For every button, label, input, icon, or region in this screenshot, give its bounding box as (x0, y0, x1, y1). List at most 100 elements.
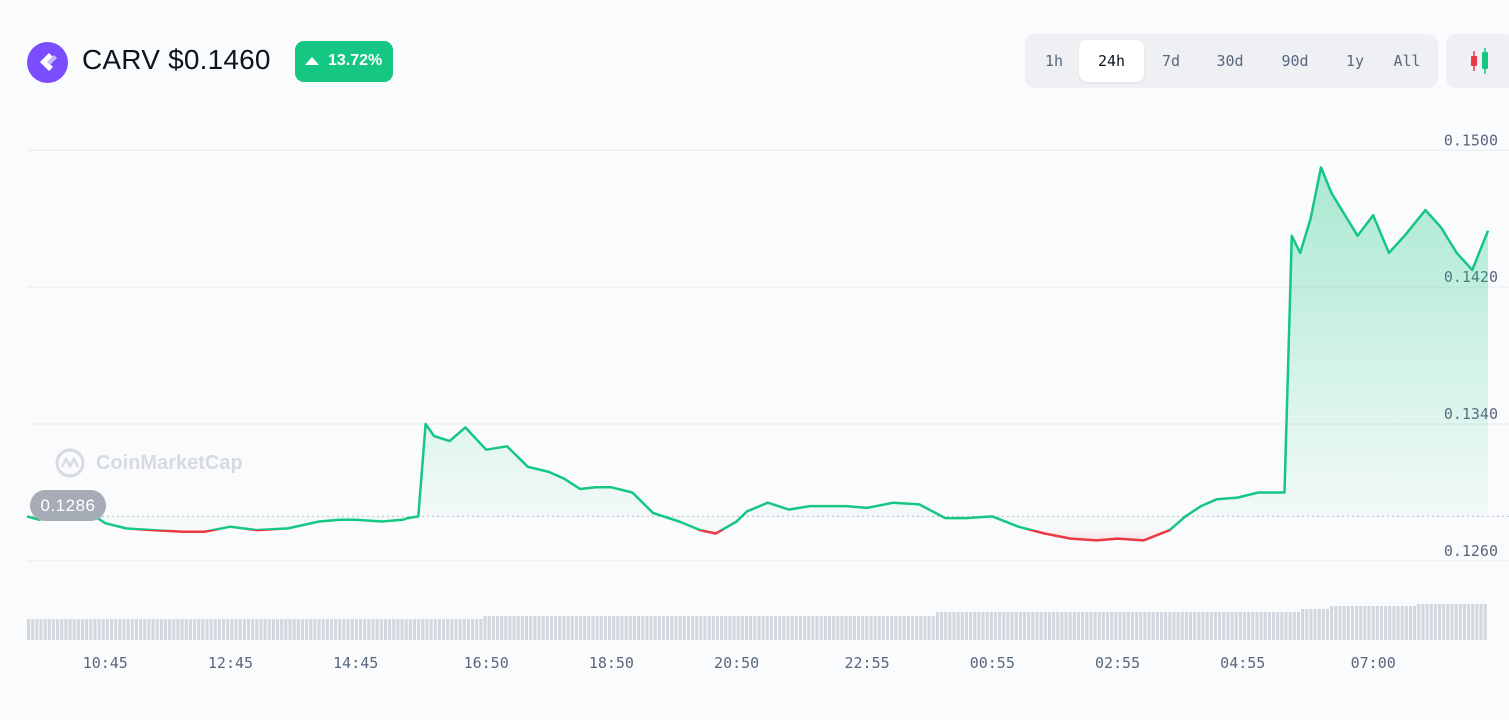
volume-bar (1475, 604, 1479, 640)
price-point (201, 529, 207, 535)
candlestick-toggle-button[interactable] (1446, 34, 1509, 88)
volume-bar (1247, 612, 1251, 640)
volume-bar (329, 619, 334, 640)
volume-bar (458, 619, 462, 640)
volume-bar (736, 616, 740, 640)
volume-bar (1417, 604, 1421, 640)
volume-bar (1280, 612, 1284, 640)
volume-bar (1251, 612, 1255, 640)
price-point (697, 527, 703, 533)
volume-bar (620, 616, 624, 640)
volume-bar (296, 619, 300, 640)
volume-bar (1309, 609, 1313, 640)
volume-bar (844, 616, 848, 640)
volume-bar (471, 619, 475, 640)
volume-bar (1321, 609, 1325, 640)
price-point (1469, 267, 1475, 273)
volume-bar (1438, 604, 1442, 640)
volume-bar (180, 619, 184, 640)
volume-bar (1371, 606, 1375, 640)
range-24h[interactable]: 24h (1079, 40, 1144, 82)
volume-bar (288, 619, 292, 640)
price-point (1289, 233, 1295, 239)
range-30d[interactable]: 30d (1216, 52, 1244, 70)
volume-bar (147, 619, 151, 640)
volume-bar (782, 616, 786, 640)
volume-bar (246, 619, 251, 640)
volume-bar (1479, 604, 1483, 640)
volume-bar (371, 619, 375, 640)
price-point (650, 510, 656, 516)
volume-bar (1126, 612, 1130, 640)
volume-bar (703, 616, 707, 640)
volume-bar (238, 619, 242, 640)
volume-bar (400, 619, 404, 640)
volume-bar (251, 619, 255, 640)
volume-bar (300, 619, 304, 640)
volume-bar (367, 619, 371, 640)
volume-bar (603, 616, 607, 640)
volume-bar (404, 619, 408, 640)
volume-bar (1288, 612, 1292, 640)
x-tick-label: 16:50 (464, 654, 509, 672)
volume-bar (487, 616, 491, 640)
price-point (102, 520, 108, 526)
volume-bar (209, 619, 213, 640)
x-tick-label: 22:55 (844, 654, 889, 672)
range-all[interactable]: All (1393, 52, 1421, 70)
volume-bar (85, 619, 89, 640)
range-90d[interactable]: 90d (1281, 52, 1309, 70)
volume-bar (1284, 612, 1288, 640)
volume-bar (134, 619, 138, 640)
volume-bar (1068, 612, 1072, 640)
range-7d[interactable]: 7d (1161, 52, 1181, 70)
volume-bar (242, 619, 246, 640)
volume-bar (595, 616, 599, 640)
volume-bar (1085, 612, 1089, 640)
volume-bar (749, 616, 753, 640)
price-point (676, 519, 682, 525)
volume-bar (803, 616, 807, 640)
price-point (1329, 190, 1335, 196)
volume-bar (1184, 612, 1188, 640)
range-1y[interactable]: 1y (1345, 52, 1365, 70)
price-point (462, 424, 468, 430)
price-point (447, 438, 453, 444)
volume-bar (877, 616, 881, 640)
volume-bar (512, 616, 516, 640)
volume-bar (226, 619, 230, 640)
volume-bar (363, 619, 367, 640)
volume-bar (429, 619, 433, 640)
volume-bar (1276, 612, 1280, 640)
volume-bar (230, 619, 234, 640)
price-point (1386, 250, 1392, 256)
volume-bar (1193, 612, 1197, 640)
volume-bar (197, 619, 201, 640)
volume-bar (1197, 612, 1201, 640)
volume-bar (931, 616, 935, 640)
x-tick-label: 04:55 (1220, 654, 1265, 672)
volume-bar (342, 619, 346, 640)
volume-bar (1400, 606, 1404, 640)
volume-bar (433, 619, 437, 640)
volume-bar (130, 619, 134, 640)
volume-bar (213, 619, 217, 640)
volume-bar (894, 616, 898, 640)
volume-bar (1355, 606, 1359, 640)
volume-bar (97, 619, 101, 640)
volume-bar (964, 612, 968, 640)
volume-bar (1330, 606, 1334, 640)
volume-bar (1317, 609, 1321, 640)
volume-bar (898, 616, 902, 640)
volume-bar (865, 616, 869, 640)
price-point (1235, 495, 1241, 501)
coinmarketcap-watermark: CoinMarketCap (54, 447, 254, 479)
volume-bar (172, 619, 176, 640)
range-1h[interactable]: 1h (1044, 52, 1064, 70)
volume-bar (1176, 612, 1180, 640)
price-point (1438, 224, 1444, 230)
volume-bar (1093, 612, 1097, 640)
price-point (942, 515, 948, 521)
volume-bar (1018, 612, 1022, 640)
volume-bar (122, 619, 126, 640)
